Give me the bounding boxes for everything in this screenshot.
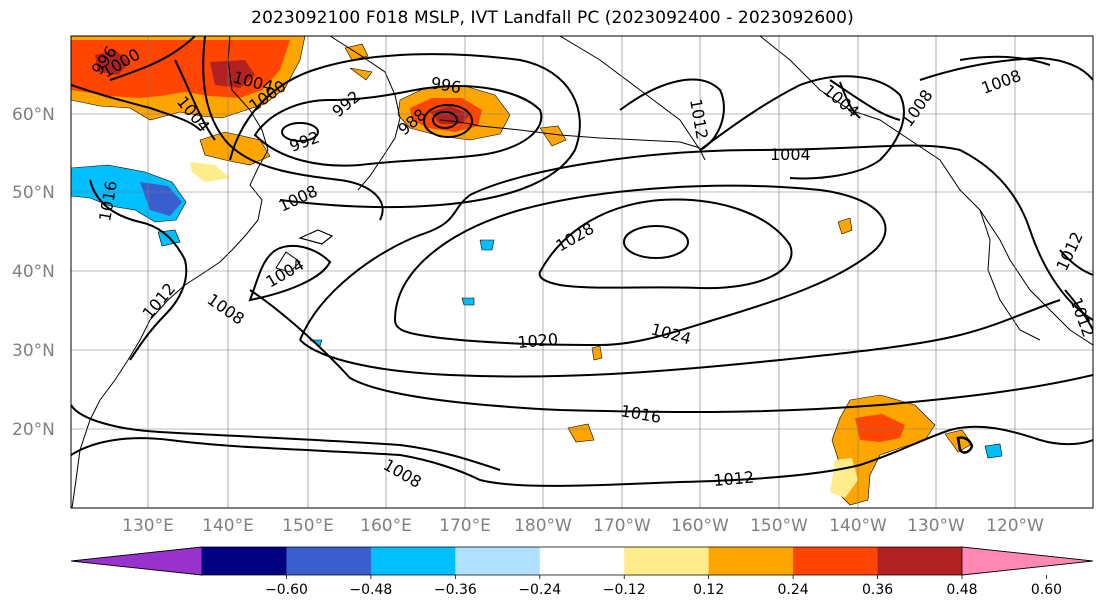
colorbar-tick-label: −0.48 [349, 582, 392, 598]
positive-anomaly-region [344, 43, 567, 147]
longitude-label: 170°W [593, 516, 651, 536]
positive-anomaly-region [430, 106, 470, 124]
colorbar-tick-label: 0.12 [693, 582, 724, 598]
colorbar-box [877, 547, 963, 575]
isobar-label: 1020 [517, 330, 559, 352]
colorbar-tick-label: −0.36 [434, 582, 477, 598]
latitude-label: 40°N [12, 262, 55, 282]
longitude-label: 130°W [907, 516, 965, 536]
colorbar-tick-label: −0.60 [265, 582, 308, 598]
colorbar-tick-label: 0.60 [1031, 582, 1062, 598]
latitude-label: 60°N [12, 105, 55, 125]
colorbar-box [202, 547, 287, 575]
colorbar-tick-label: 0.48 [946, 582, 977, 598]
colorbar-frame [70, 546, 1094, 576]
isobar-label: 1012 [713, 468, 755, 490]
colorbar-box [539, 547, 625, 575]
colorbar-extend-high [961, 546, 1094, 576]
map-border [70, 35, 1094, 509]
map-title: 2023092100 F018 MSLP, IVT Landfall PC (2… [251, 8, 854, 28]
latitude-label: 50°N [12, 183, 55, 203]
longitude-label: 160°E [360, 516, 412, 536]
longitude-label: 150°W [750, 516, 808, 536]
longitude-label: 160°W [671, 516, 729, 536]
negative-anomaly-region [308, 239, 1003, 459]
longitude-label: 150°E [282, 516, 334, 536]
latitude-labels: 60°N 50°N 40°N 30°N 20°N [12, 105, 55, 440]
colorbar-box [455, 547, 541, 575]
longitude-label: 170°E [439, 516, 491, 536]
colorbar-tick-label: 0.24 [778, 582, 809, 598]
positive-anomaly-region [855, 414, 905, 442]
isobars [71, 36, 1093, 487]
longitude-label: 130°E [122, 516, 174, 536]
longitude-labels: 130°E 140°E 150°E 160°E 170°E 180°W 170°… [122, 516, 1044, 536]
longitude-label: 140°E [202, 516, 254, 536]
negative-anomaly-region [140, 182, 182, 216]
coastlines [71, 36, 1093, 508]
latitude-label: 30°N [12, 341, 55, 361]
latitude-label: 20°N [12, 420, 55, 440]
longitude-label: 120°W [986, 516, 1044, 536]
longitude-label: 180°W [514, 516, 572, 536]
colorbar-box [624, 547, 710, 575]
positive-anomaly-region [95, 50, 255, 88]
colorbar-box [286, 547, 372, 575]
longitude-label: 140°W [829, 516, 887, 536]
colorbar-box [370, 547, 456, 575]
colorbar-box [708, 547, 794, 575]
colorbar-extend-low [70, 546, 203, 576]
colorbar-tick-label: −0.12 [603, 582, 646, 598]
positive-anomaly-region [190, 162, 230, 182]
colorbar-tick-label: 0.36 [862, 582, 893, 598]
colorbar-box [793, 547, 879, 575]
graticule [71, 36, 1093, 508]
colorbar: −0.60 −0.48 −0.36 −0.24 −0.12 0.12 0.24 0.36 0.4… [70, 546, 1094, 598]
colorbar-tick-label: −0.24 [518, 582, 561, 598]
isobar-label: 1004 [770, 145, 811, 164]
